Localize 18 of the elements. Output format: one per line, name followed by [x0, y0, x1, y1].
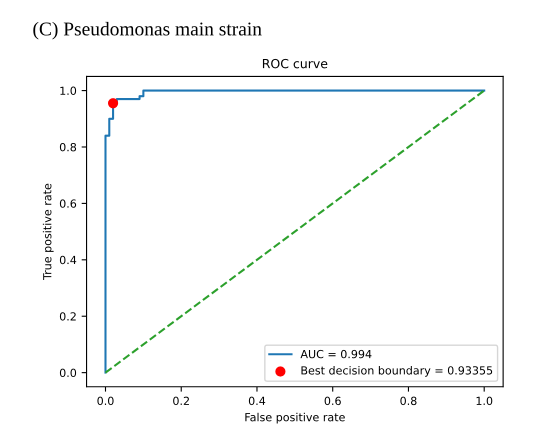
y-tick-label: 0.4: [60, 256, 76, 264]
chart-title: ROC curve: [262, 58, 328, 68]
y-tick-label: 1.0: [60, 86, 76, 95]
legend-label: Best decision boundary = 0.93355: [301, 366, 492, 377]
text: (C) Pseudomonas main strain: [33, 22, 262, 40]
x-tick-label: 0.0: [97, 396, 114, 406]
y-tick-label: 0.8: [60, 142, 76, 152]
x-tick-label: 0.4: [248, 396, 266, 406]
y-tick-label: 0.2: [60, 312, 76, 321]
y-tick-label: 0.0: [60, 368, 76, 378]
x-tick-label: 0.6: [324, 396, 341, 406]
x-tick-label: 0.8: [400, 396, 417, 406]
x-tick-label: 1.0: [476, 396, 492, 406]
legend-label: AUC = 0.994: [300, 350, 372, 358]
x-tick-label: 0.2: [173, 396, 189, 406]
y-axis-title: True positive rate: [42, 184, 54, 280]
y-tick-label: 0.6: [60, 199, 76, 208]
x-axis-title: False positive rate: [245, 412, 345, 424]
